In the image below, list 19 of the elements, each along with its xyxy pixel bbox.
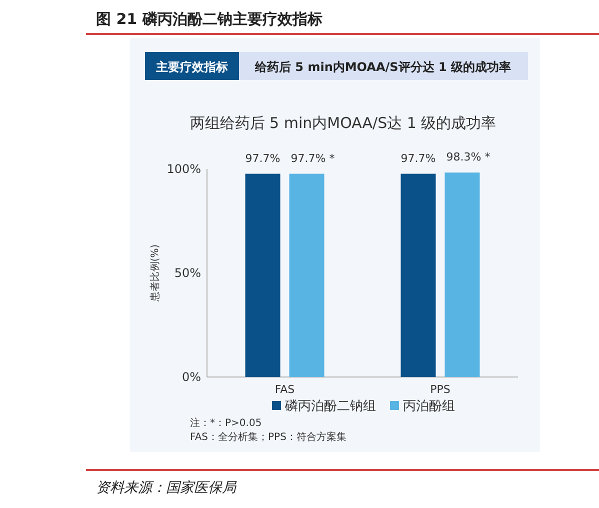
text: FAS：全分析集；PPS：符合方案集	[190, 431, 346, 443]
y-tick-label: 100%	[166, 162, 201, 176]
chart-subtitle: 两组给药后 5 min内MOAA/S达 1 级的成功率	[190, 114, 496, 132]
data-label: 97.7%	[245, 152, 280, 165]
x-tick-label: FAS	[274, 383, 295, 396]
text: 主要疗效指标	[155, 60, 228, 74]
text: 给药后 5 min内MOAA/S评分达 1 级的成功率	[254, 60, 511, 74]
chart-title: 图 21 磷丙泊酚二钠主要疗效指标	[96, 10, 322, 28]
data-label: 98.3% *	[446, 150, 491, 164]
legend-label: 丙泊酚组	[403, 399, 455, 414]
data-label: 97.7%	[400, 152, 436, 165]
text: 注：*：P>0.05	[190, 417, 262, 429]
legend-label: 磷丙泊酚二钠组	[284, 399, 376, 414]
y-tick-label: 0%	[182, 370, 201, 384]
text: 资料来源：国家医保局	[96, 480, 237, 496]
data-label: 97.7% *	[290, 152, 336, 165]
y-axis-title: 患者比例(%)	[149, 244, 161, 303]
y-tick-label: 50%	[174, 266, 201, 280]
x-tick-label: PPS	[430, 383, 450, 396]
